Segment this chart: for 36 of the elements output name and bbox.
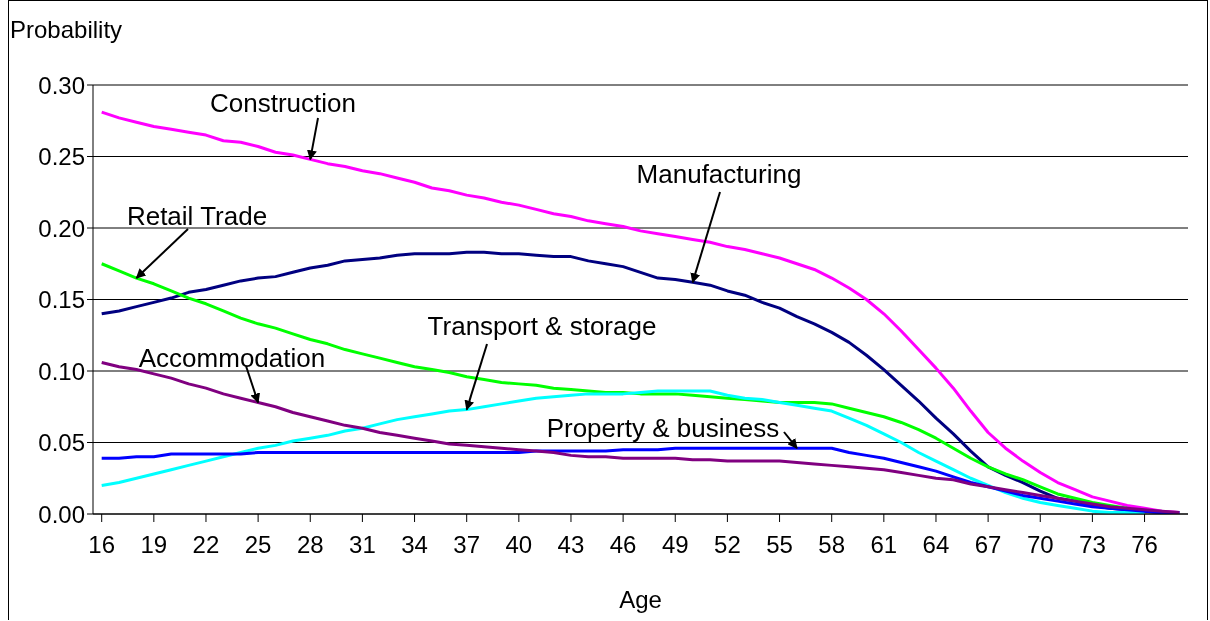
- series-label: Accommodation: [138, 343, 326, 373]
- x-tick-label: 64: [922, 531, 950, 559]
- x-tick-label: 40: [505, 531, 533, 559]
- y-tick-label: 0.00: [38, 500, 85, 528]
- series-label: Construction: [210, 88, 356, 118]
- x-tick-label: 34: [401, 531, 428, 559]
- y-tick-label: 0.05: [38, 429, 85, 457]
- y-tick-label: 0.25: [38, 143, 85, 171]
- x-tick-label: 25: [244, 531, 272, 559]
- x-tick-label: 19: [140, 531, 168, 559]
- x-tick-label: 43: [557, 531, 585, 559]
- x-tick-label: 31: [349, 531, 376, 559]
- x-tick-label: 52: [714, 531, 741, 559]
- x-tick-label: 22: [192, 531, 220, 559]
- x-tick-label: 61: [870, 531, 898, 559]
- y-tick-label: 0.10: [38, 357, 85, 385]
- x-tick-label: 70: [1026, 531, 1054, 559]
- x-tick-label: 58: [818, 531, 846, 559]
- y-tick-label: 0.20: [38, 214, 85, 242]
- x-tick-label: 16: [88, 531, 116, 559]
- y-tick-label: 0.30: [38, 71, 85, 99]
- x-tick-label: 37: [453, 531, 481, 559]
- series-label: Transport & storage: [427, 311, 657, 341]
- x-axis-title: Age: [619, 586, 662, 613]
- y-tick-label: 0.15: [38, 286, 85, 314]
- x-tick-label: 55: [766, 531, 793, 559]
- text: Manufacturing: [636, 159, 802, 189]
- x-tick-label: 73: [1079, 531, 1106, 559]
- x-tick-label: 28: [296, 531, 324, 559]
- x-tick-label: 67: [974, 531, 1002, 559]
- series-label: Retail Trade: [126, 201, 268, 231]
- x-tick-label: 76: [1131, 531, 1158, 559]
- x-tick-label: 46: [609, 531, 637, 559]
- series-label: Property & business: [546, 413, 780, 443]
- x-tick-label: 49: [661, 531, 689, 559]
- y-axis-title: Probability: [10, 16, 123, 44]
